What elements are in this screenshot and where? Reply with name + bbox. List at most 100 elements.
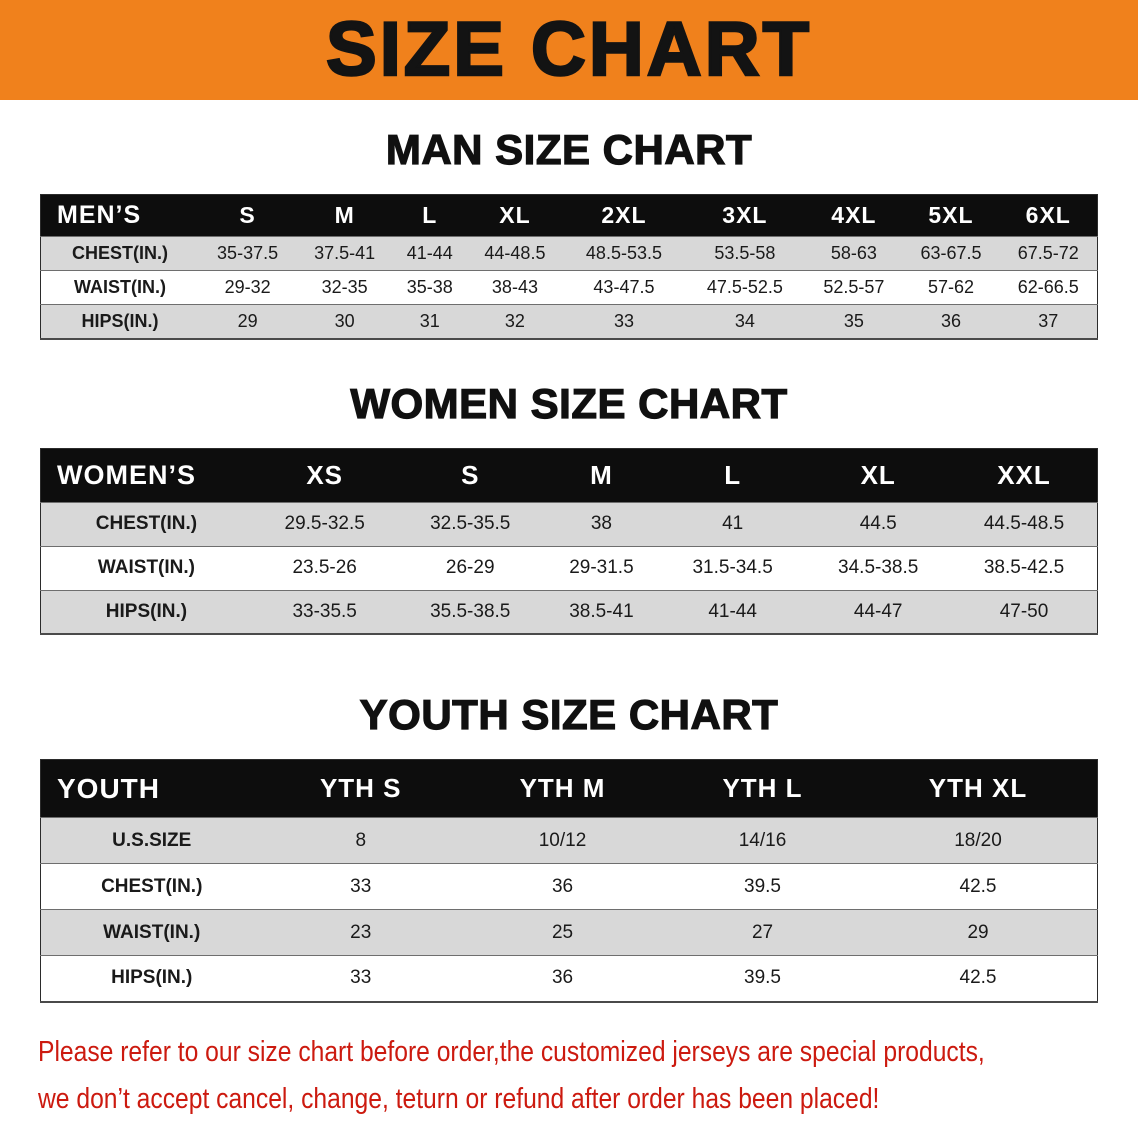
- size-value-cell: 29: [967, 921, 989, 943]
- man-size-section: MAN SIZE CHART MEN’S S M L XL 2XL 3XL 4XL 5XL 6XL…: [0, 125, 1138, 340]
- row-label: CHEST(IN.): [72, 243, 169, 263]
- size-value-cell: 32: [504, 310, 525, 331]
- size-value-cell: 35: [843, 310, 864, 331]
- youth-size-table: YOUTH YTH S YTH M YTH L YTH XL U.S.SIZE 8 10/1…: [40, 759, 1098, 1003]
- size-value-cell: 33: [350, 967, 372, 989]
- table-row: HIPS(IN.) 33 36 39.5 42.5: [40, 955, 1098, 1002]
- size-value-cell: 62-66.5: [1017, 277, 1079, 297]
- size-header-cell: M: [590, 459, 613, 490]
- row-label: WAIST(IN.): [97, 557, 195, 578]
- size-header-cell: L: [724, 459, 742, 490]
- table-title-cell: MEN’S: [57, 201, 142, 229]
- size-value-cell: 36: [551, 967, 574, 989]
- row-label: HIPS(IN.): [81, 310, 159, 331]
- size-header-cell: 4XL: [831, 202, 877, 228]
- men-table-body: CHEST(IN.) 35-37.5 37.5-41 41-44 44-48.5 48.5…: [40, 236, 1098, 339]
- table-row: CHEST(IN.) 29.5-32.5 32.5-35.5 38 41 44.5 44.5…: [40, 502, 1098, 546]
- size-value-cell: 44.5: [859, 513, 897, 534]
- row-label: WAIST(IN.): [103, 921, 201, 943]
- row-label: U.S.SIZE: [112, 829, 192, 851]
- youth-table-header-row: YOUTH YTH S YTH M YTH L YTH XL: [40, 759, 1098, 818]
- size-value-cell: 10/12: [538, 829, 587, 851]
- size-value-cell: 39.5: [744, 967, 781, 989]
- size-value-cell: 29-31.5: [569, 557, 634, 578]
- table-row: U.S.SIZE 8 10/12 14/16 18/20: [40, 817, 1098, 864]
- size-value-cell: 37: [1038, 310, 1059, 331]
- table-title-cell: WOMEN’S: [57, 459, 196, 490]
- size-value-cell: 35-38: [406, 277, 453, 297]
- size-value-cell: 44.5-48.5: [983, 513, 1065, 534]
- size-value-cell: 38.5-42.5: [983, 557, 1065, 578]
- size-header-cell: YTH S: [319, 773, 402, 803]
- size-value-cell: 47-50: [999, 600, 1049, 622]
- size-value-cell: 25: [551, 921, 574, 943]
- size-header-cell: 2XL: [601, 202, 647, 228]
- disclaimer: Please refer to our size chart before or…: [38, 1029, 1100, 1123]
- youth-section-heading: YOUTH SIZE CHART: [359, 690, 779, 738]
- size-value-cell: 37.5-41: [314, 243, 376, 263]
- man-section-heading: MAN SIZE CHART: [385, 125, 753, 173]
- table-row: CHEST(IN.) 33 36 39.5 42.5: [40, 863, 1098, 910]
- row-label: HIPS(IN.): [111, 967, 193, 989]
- size-value-cell: 41-44: [708, 600, 757, 622]
- size-value-cell: 43-47.5: [593, 277, 655, 297]
- size-value-cell: 29: [237, 310, 258, 331]
- size-value-cell: 29.5-32.5: [284, 513, 365, 534]
- table-row: WAIST(IN.) 23.5-26 26-29 29-31.5 31.5-34.5 34…: [40, 546, 1098, 590]
- size-value-cell: 44-47: [853, 600, 903, 622]
- size-header-cell: 6XL: [1025, 202, 1071, 228]
- size-value-cell: 23: [350, 921, 372, 943]
- size-header-cell: S: [461, 459, 480, 490]
- size-header-cell: YTH L: [722, 773, 803, 803]
- size-value-cell: 32.5-35.5: [430, 513, 511, 534]
- disclaimer-line-1: Please refer to our size chart before or…: [38, 1035, 985, 1068]
- size-value-cell: 8: [355, 829, 367, 851]
- size-value-cell: 42.5: [959, 875, 997, 897]
- table-row: WAIST(IN.) 23 25 27 29: [40, 909, 1098, 956]
- size-value-cell: 32-35: [321, 277, 368, 297]
- banner: SIZE CHART: [0, 0, 1138, 100]
- size-value-cell: 48.5-53.5: [585, 243, 662, 263]
- size-value-cell: 38: [590, 513, 612, 534]
- table-row: CHEST(IN.) 35-37.5 37.5-41 41-44 44-48.5 48.5…: [40, 236, 1098, 271]
- women-table-header-row: WOMEN’S XS S M L XL XXL: [40, 448, 1098, 502]
- disclaimer-line-2: we don’t accept cancel, change, teturn o…: [38, 1082, 880, 1115]
- size-value-cell: 42.5: [959, 967, 997, 989]
- size-value-cell: 29-32: [224, 277, 271, 297]
- size-value-cell: 14/16: [738, 829, 787, 851]
- size-value-cell: 38-43: [491, 277, 538, 297]
- size-value-cell: 35.5-38.5: [430, 600, 511, 622]
- size-header-cell: XL: [499, 202, 531, 228]
- size-header-cell: 5XL: [928, 202, 974, 228]
- size-value-cell: 27: [751, 921, 774, 943]
- size-value-cell: 57-62: [927, 277, 974, 297]
- size-header-cell: XS: [306, 459, 344, 490]
- size-value-cell: 33: [613, 310, 634, 331]
- size-header-cell: YTH M: [519, 773, 606, 803]
- size-header-cell: S: [239, 202, 256, 228]
- size-value-cell: 26-29: [445, 557, 495, 578]
- size-value-cell: 34.5-38.5: [838, 557, 919, 578]
- women-size-table: WOMEN’S XS S M L XL XXL CHEST(IN.) 29.5-32.5 32.…: [40, 447, 1098, 635]
- men-size-table: MEN’S S M L XL 2XL 3XL 4XL 5XL 6XL CHEST(IN.) 35-3…: [40, 194, 1098, 340]
- size-value-cell: 31.5-34.5: [692, 557, 773, 578]
- size-header-cell: XXL: [997, 459, 1051, 490]
- size-value-cell: 58-63: [830, 243, 877, 263]
- page-title: SIZE CHART: [325, 7, 812, 92]
- size-header-cell: XL: [860, 459, 896, 490]
- size-value-cell: 67.5-72: [1017, 243, 1079, 263]
- size-header-cell: 3XL: [722, 202, 768, 228]
- size-value-cell: 34: [734, 310, 755, 331]
- row-label: HIPS(IN.): [105, 600, 188, 622]
- table-row: HIPS(IN.) 33-35.5 35.5-38.5 38.5-41 41-44 44-…: [40, 590, 1098, 634]
- row-label: CHEST(IN.): [101, 875, 203, 897]
- youth-table-body: U.S.SIZE 8 10/12 14/16 18/20 CHEST(IN.) 33 36 39…: [40, 817, 1098, 1002]
- table-title-cell: YOUTH: [57, 772, 160, 804]
- size-header-cell: YTH XL: [928, 773, 1028, 803]
- women-section-heading: WOMEN SIZE CHART: [350, 379, 788, 427]
- men-table-header-row: MEN’S S M L XL 2XL 3XL 4XL 5XL 6XL: [40, 194, 1098, 237]
- size-value-cell: 41: [722, 513, 744, 534]
- row-label: CHEST(IN.): [95, 513, 198, 534]
- youth-size-section: YOUTH SIZE CHART YOUTH YTH S YTH M YTH L YTH…: [0, 690, 1138, 1003]
